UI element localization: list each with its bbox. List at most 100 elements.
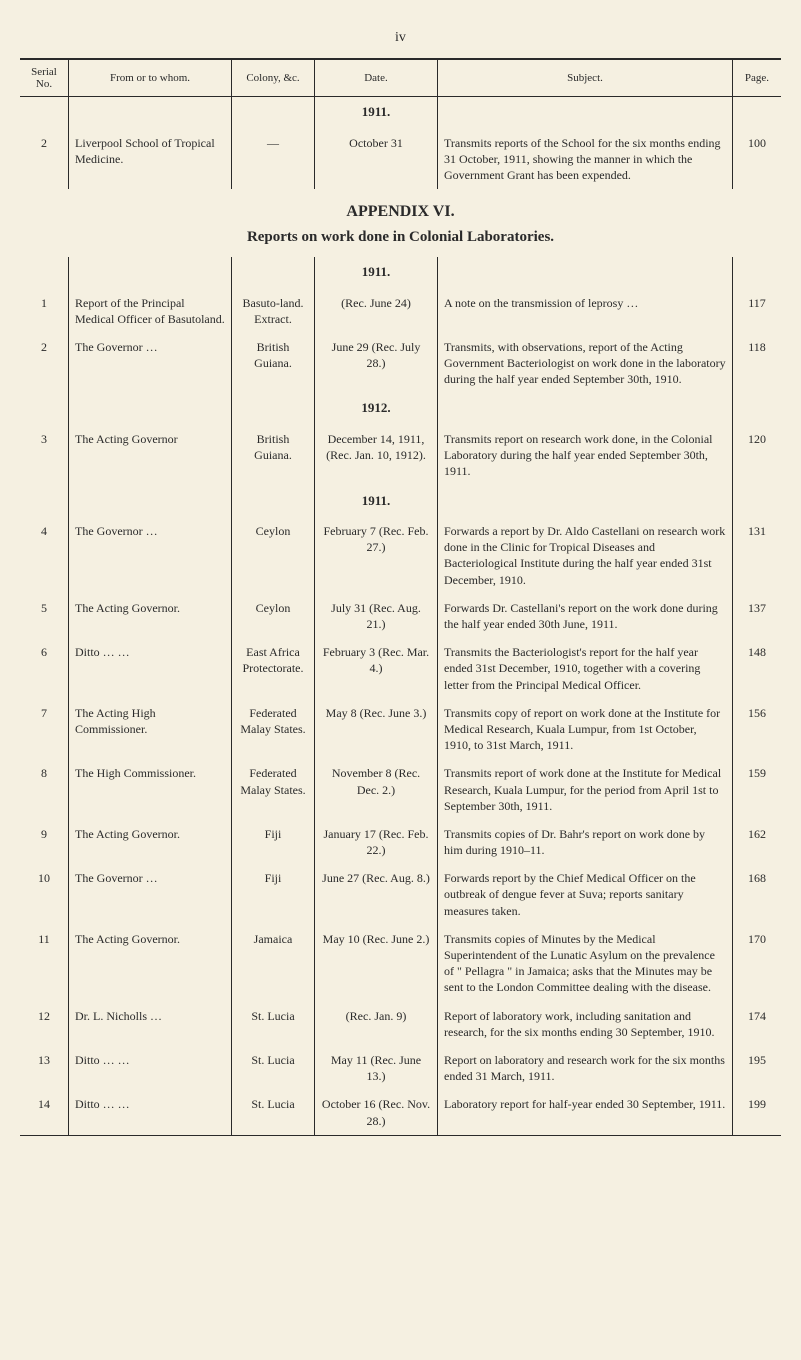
section-heading: Reports on work done in Colonial Laborat… [26, 225, 775, 251]
cell-page: 131 [733, 517, 782, 594]
cell-page: 118 [733, 333, 782, 394]
col-subject: Subject. [438, 59, 733, 97]
table-row: 1 Report of the Principal Medical Office… [20, 289, 781, 333]
cell-serial: 6 [20, 638, 69, 699]
cell-colony: British Guiana. [232, 425, 315, 486]
cell-from: Report of the Principal Medical Officer … [69, 289, 232, 333]
table-row: 6 Ditto … … East Africa Protectorate. Fe… [20, 638, 781, 699]
cell-colony: Basuto-land. Extract. [232, 289, 315, 333]
cell-page: 117 [733, 289, 782, 333]
cell-serial: 10 [20, 864, 69, 925]
cell-subject: Transmits report on research work done, … [438, 425, 733, 486]
cell-date: October 16 (Rec. Nov. 28.) [315, 1090, 438, 1135]
year-header-row: 1911. [20, 257, 781, 289]
cell-subject: Laboratory report for half-year ended 30… [438, 1090, 733, 1135]
cell-serial: 4 [20, 517, 69, 594]
col-from: From or to whom. [69, 59, 232, 97]
year-1911: 1911. [321, 103, 431, 123]
cell-subject: Forwards report by the Chief Medical Off… [438, 864, 733, 925]
table-row: 14 Ditto … … St. Lucia October 16 (Rec. … [20, 1090, 781, 1135]
table-row: 9 The Acting Governor. Fiji January 17 (… [20, 820, 781, 864]
cell-from: The Acting Governor. [69, 594, 232, 638]
cell-subject: Transmits the Bacteriologist's report fo… [438, 638, 733, 699]
appendix-heading-row: APPENDIX VI. Reports on work done in Col… [20, 189, 781, 257]
cell-page: 100 [733, 129, 782, 190]
cell-subject: Transmits copies of Dr. Bahr's report on… [438, 820, 733, 864]
cell-date: February 3 (Rec. Mar. 4.) [315, 638, 438, 699]
cell-colony: — [232, 129, 315, 190]
table-row: 12 Dr. L. Nicholls … St. Lucia (Rec. Jan… [20, 1002, 781, 1046]
cell-from: The Governor … [69, 333, 232, 394]
contents-table: Serial No. From or to whom. Colony, &c. … [20, 58, 781, 1136]
cell-page: 168 [733, 864, 782, 925]
cell-from: Ditto … … [69, 638, 232, 699]
col-colony: Colony, &c. [232, 59, 315, 97]
cell-colony: East Africa Protectorate. [232, 638, 315, 699]
cell-serial: 2 [20, 333, 69, 394]
appendix-heading: APPENDIX VI. [26, 195, 775, 225]
cell-page: 174 [733, 1002, 782, 1046]
table-row: 11 The Acting Governor. Jamaica May 10 (… [20, 925, 781, 1002]
cell-subject: Forwards Dr. Castellani's report on the … [438, 594, 733, 638]
cell-serial: 8 [20, 759, 69, 820]
cell-page: 162 [733, 820, 782, 864]
year-header-row: 1912. [20, 393, 781, 425]
cell-serial: 3 [20, 425, 69, 486]
cell-from: The Governor … [69, 864, 232, 925]
year-1912: 1912. [321, 399, 431, 419]
cell-date: February 7 (Rec. Feb. 27.) [315, 517, 438, 594]
cell-colony: Federated Malay States. [232, 759, 315, 820]
cell-serial: 11 [20, 925, 69, 1002]
cell-from: The Acting High Commissioner. [69, 699, 232, 760]
cell-serial: 9 [20, 820, 69, 864]
col-serial: Serial No. [20, 59, 69, 97]
cell-subject: A note on the transmission of leprosy … [438, 289, 733, 333]
cell-serial: 2 [20, 129, 69, 190]
cell-colony: British Guiana. [232, 333, 315, 394]
table-row: 2 The Governor … British Guiana. June 29… [20, 333, 781, 394]
cell-from: Dr. L. Nicholls … [69, 1002, 232, 1046]
page-number: iv [20, 30, 781, 46]
cell-from: Liverpool School of Tropical Medicine. [69, 129, 232, 190]
cell-subject: Forwards a report by Dr. Aldo Castellani… [438, 517, 733, 594]
cell-page: 148 [733, 638, 782, 699]
cell-serial: 1 [20, 289, 69, 333]
cell-subject: Report of laboratory work, including san… [438, 1002, 733, 1046]
table-row: 2 Liverpool School of Tropical Medicine.… [20, 129, 781, 190]
cell-page: 195 [733, 1046, 782, 1090]
cell-colony: Federated Malay States. [232, 699, 315, 760]
cell-subject: Transmits reports of the School for the … [438, 129, 733, 190]
cell-date: May 11 (Rec. June 13.) [315, 1046, 438, 1090]
cell-subject: Transmits, with observations, report of … [438, 333, 733, 394]
cell-colony: Fiji [232, 820, 315, 864]
cell-page: 159 [733, 759, 782, 820]
table-row: 4 The Governor … Ceylon February 7 (Rec.… [20, 517, 781, 594]
year-1911: 1911. [321, 263, 431, 283]
table-row: 3 The Acting Governor British Guiana. De… [20, 425, 781, 486]
cell-date: May 10 (Rec. June 2.) [315, 925, 438, 1002]
cell-page: 170 [733, 925, 782, 1002]
cell-serial: 13 [20, 1046, 69, 1090]
cell-subject: Transmits copies of Minutes by the Medic… [438, 925, 733, 1002]
cell-date: November 8 (Rec. Dec. 2.) [315, 759, 438, 820]
table-row: 8 The High Commissioner. Federated Malay… [20, 759, 781, 820]
cell-from: The Acting Governor [69, 425, 232, 486]
col-date: Date. [315, 59, 438, 97]
cell-subject: Transmits report of work done at the Ins… [438, 759, 733, 820]
cell-date: January 17 (Rec. Feb. 22.) [315, 820, 438, 864]
cell-date: December 14, 1911, (Rec. Jan. 10, 1912). [315, 425, 438, 486]
cell-colony: St. Lucia [232, 1090, 315, 1135]
cell-date: June 29 (Rec. July 28.) [315, 333, 438, 394]
cell-date: May 8 (Rec. June 3.) [315, 699, 438, 760]
table-row: 10 The Governor … Fiji June 27 (Rec. Aug… [20, 864, 781, 925]
cell-from: Ditto … … [69, 1046, 232, 1090]
cell-date: July 31 (Rec. Aug. 21.) [315, 594, 438, 638]
cell-from: Ditto … … [69, 1090, 232, 1135]
table-row: 13 Ditto … … St. Lucia May 11 (Rec. June… [20, 1046, 781, 1090]
cell-date: (Rec. Jan. 9) [315, 1002, 438, 1046]
cell-page: 156 [733, 699, 782, 760]
cell-subject: Transmits copy of report on work done at… [438, 699, 733, 760]
cell-serial: 12 [20, 1002, 69, 1046]
cell-colony: St. Lucia [232, 1046, 315, 1090]
year-header-row: 1911. [20, 486, 781, 518]
